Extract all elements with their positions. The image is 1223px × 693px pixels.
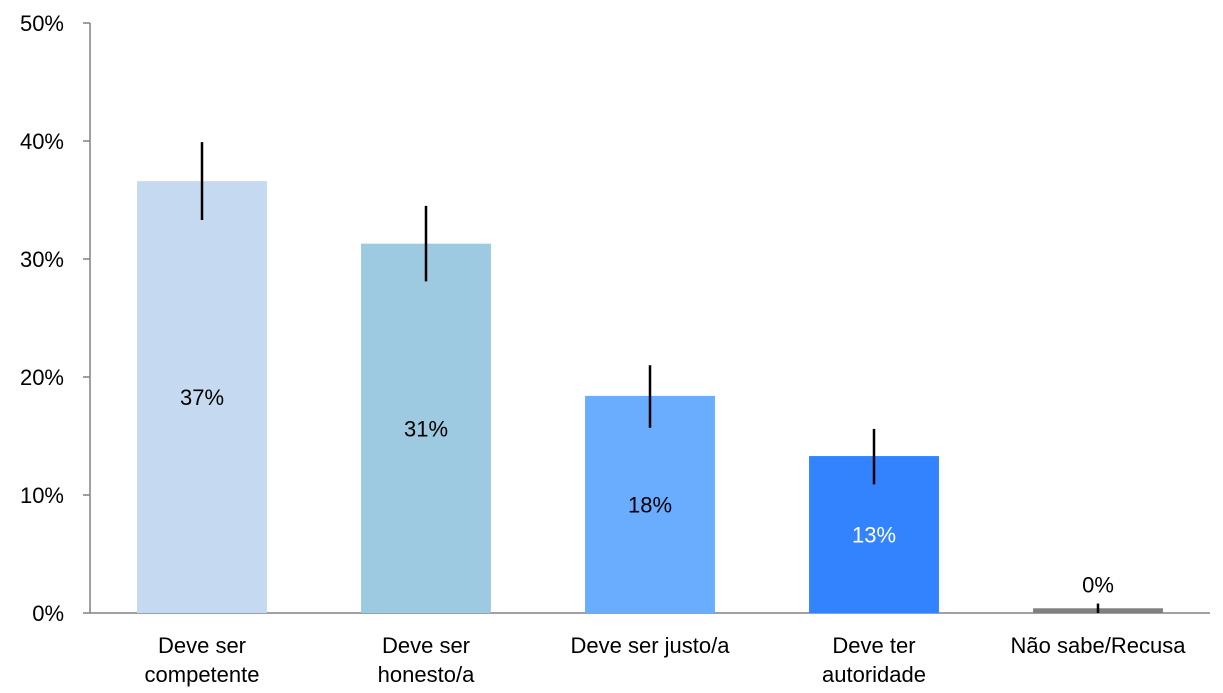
category-label: Deve ter autoridade [822, 633, 926, 687]
data-label: 18% [628, 492, 672, 517]
y-tick-label: 0% [32, 601, 64, 626]
category-label-line: autoridade [822, 662, 926, 687]
category-label-line: Deve ser justo/a [571, 633, 731, 658]
bars [137, 181, 1163, 613]
data-label: 0% [1082, 572, 1114, 597]
category-label-line: honesto/a [378, 662, 475, 687]
data-label: 31% [404, 416, 448, 441]
category-label-line: Deve ter [832, 633, 915, 658]
error-bars [200, 142, 1100, 613]
category-label-line: Deve ser [158, 633, 246, 658]
y-tick-label: 40% [20, 129, 64, 154]
bar [137, 181, 267, 613]
axes: 0% 10% 20% 30% 40% 50% [20, 11, 1210, 626]
bar [585, 395, 715, 613]
category-label: Não sabe/Recusa [1011, 633, 1187, 658]
y-tick-label: 30% [20, 247, 64, 272]
category-label-line: Deve ser [382, 633, 470, 658]
y-tick-label: 20% [20, 365, 64, 390]
y-tick-label: 50% [20, 11, 64, 36]
y-tick-label: 10% [20, 483, 64, 508]
category-label: Deve ser competente [145, 633, 260, 687]
category-label: Deve ser honesto/a [378, 633, 475, 687]
data-labels: 37% 31% 18% 13% 0% [180, 385, 1114, 597]
category-label-line: competente [145, 662, 260, 687]
data-label: 37% [180, 385, 224, 410]
category-label-line: Não sabe/Recusa [1011, 633, 1187, 658]
data-label: 13% [852, 523, 896, 548]
category-label: Deve ser justo/a [571, 633, 731, 658]
bar [361, 243, 491, 613]
